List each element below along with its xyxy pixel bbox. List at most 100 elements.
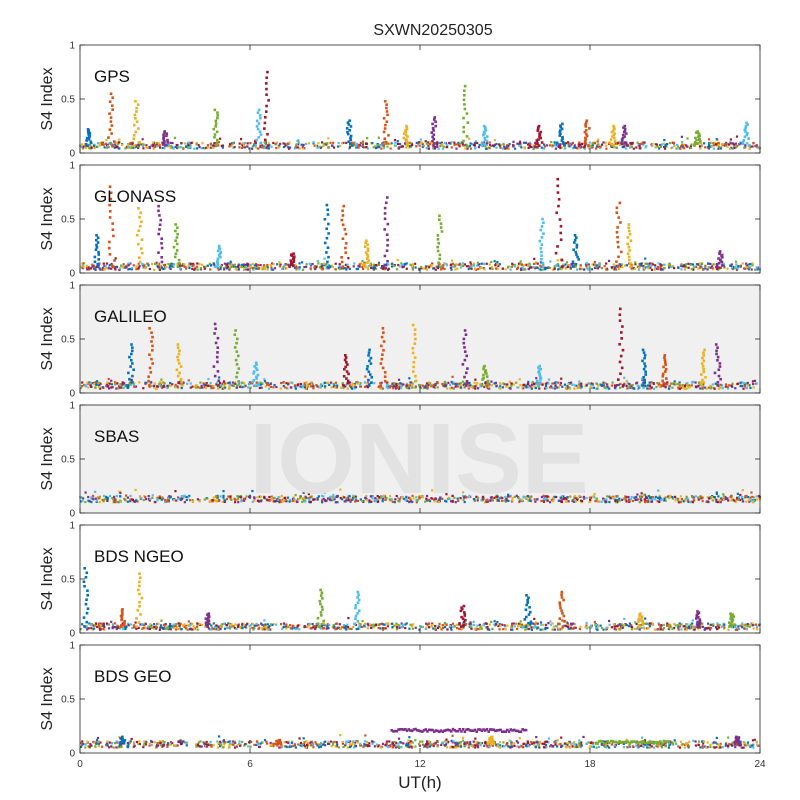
data-point — [732, 145, 735, 148]
data-point — [319, 384, 322, 387]
data-point — [686, 383, 689, 386]
data-point — [714, 143, 718, 146]
spike-point — [661, 372, 665, 376]
data-point — [743, 146, 746, 149]
data-point — [297, 141, 300, 144]
spike-point — [165, 134, 168, 138]
data-point — [107, 387, 111, 390]
spike-point — [662, 365, 665, 369]
spike-point — [163, 139, 166, 143]
data-point — [469, 384, 472, 387]
data-point — [86, 268, 89, 271]
data-point — [405, 267, 408, 270]
data-point — [498, 628, 501, 631]
data-point — [195, 143, 199, 146]
data-point — [222, 387, 225, 390]
spike-point — [148, 384, 151, 387]
data-point — [534, 386, 537, 389]
spike-point — [619, 221, 622, 224]
data-point — [650, 386, 653, 389]
data-point — [221, 144, 225, 147]
data-point — [470, 267, 473, 270]
data-point — [442, 264, 445, 267]
data-point — [356, 381, 359, 384]
data-point — [216, 500, 219, 503]
data-point — [596, 267, 599, 270]
data-point — [363, 146, 366, 149]
data-point — [488, 143, 492, 147]
data-point — [369, 495, 372, 498]
data-point — [622, 145, 626, 148]
data-point — [455, 147, 458, 150]
data-point — [692, 268, 695, 271]
data-point — [158, 628, 161, 631]
data-point — [305, 263, 308, 266]
data-point — [480, 626, 483, 629]
data-point — [585, 264, 588, 267]
spike-point — [558, 134, 562, 137]
spike-point — [664, 363, 667, 366]
data-point — [228, 381, 231, 384]
spike-point — [369, 362, 373, 365]
data-point — [401, 623, 404, 626]
data-point — [92, 498, 95, 501]
data-point — [644, 262, 647, 265]
spike-point — [254, 384, 257, 387]
data-point — [473, 498, 476, 501]
data-point — [246, 268, 249, 271]
data-point — [725, 141, 728, 144]
data-point — [488, 146, 491, 150]
data-point — [112, 498, 115, 501]
data-point — [621, 266, 624, 269]
data-point — [497, 624, 500, 628]
data-point — [90, 145, 93, 148]
data-point — [585, 627, 589, 630]
data-point — [676, 143, 679, 147]
spike — [641, 348, 647, 387]
spike-point — [613, 136, 616, 140]
spike-point — [234, 329, 237, 332]
spike-point — [176, 355, 179, 359]
data-point — [708, 497, 711, 500]
data-point — [480, 262, 483, 265]
spike-point — [620, 142, 624, 146]
data-point — [318, 266, 321, 269]
data-point — [394, 141, 397, 145]
data-point — [430, 497, 433, 500]
spike-point — [109, 116, 113, 119]
data-point — [734, 260, 738, 263]
data-point — [390, 383, 393, 386]
spike-point — [94, 238, 98, 242]
data-point — [330, 386, 333, 389]
data-point — [320, 494, 324, 498]
data-point — [521, 386, 524, 389]
data-point — [302, 491, 305, 494]
spike-point — [108, 100, 112, 103]
data-point — [672, 626, 676, 630]
data-point — [367, 265, 370, 268]
data-point — [443, 262, 446, 265]
data-point — [494, 381, 498, 384]
data-point — [486, 386, 489, 389]
spike-point — [346, 121, 350, 124]
data-point — [323, 491, 326, 494]
y-axis-label: S4 Index — [39, 67, 56, 130]
data-point — [389, 385, 392, 388]
spike-point — [745, 133, 749, 137]
data-point — [302, 147, 305, 150]
data-point — [614, 385, 617, 388]
data-point — [237, 501, 240, 504]
data-point — [222, 267, 225, 270]
data-point — [460, 624, 463, 627]
spike-point — [138, 140, 141, 144]
data-point — [575, 497, 578, 500]
data-point — [309, 385, 313, 388]
spike — [608, 124, 617, 147]
data-point — [628, 146, 632, 149]
data-point — [638, 262, 642, 266]
data-point — [606, 495, 609, 498]
data-point — [742, 623, 745, 627]
data-point — [307, 492, 310, 496]
data-point — [267, 626, 270, 629]
data-point — [144, 495, 147, 499]
